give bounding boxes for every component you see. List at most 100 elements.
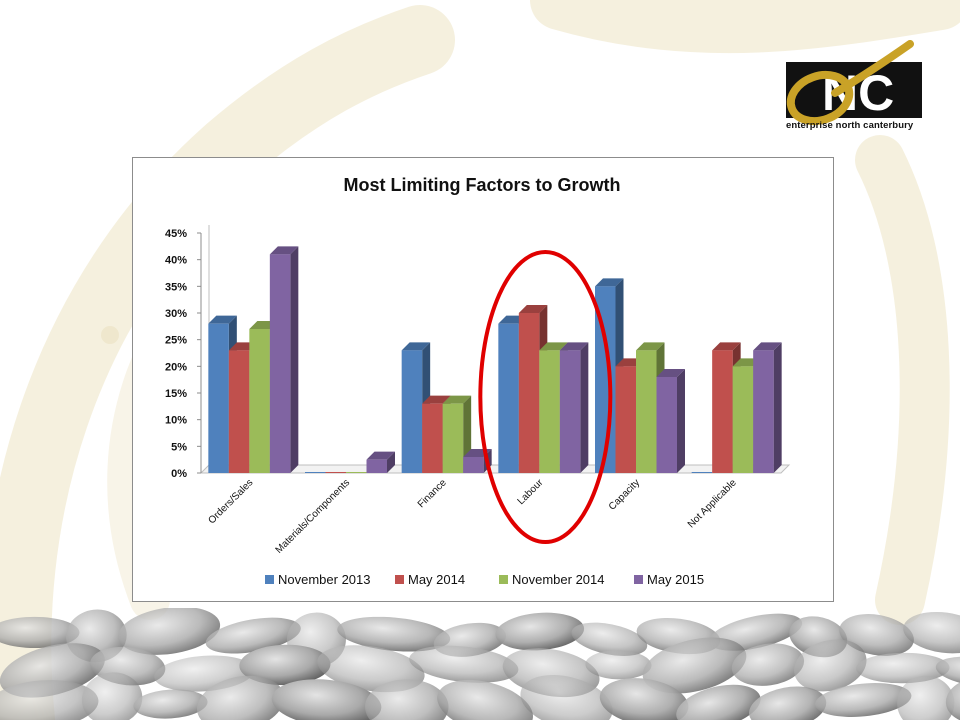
- pebble: [271, 679, 382, 720]
- bar-top: [442, 395, 472, 404]
- bar-top: [559, 342, 589, 351]
- bar-top: [712, 342, 741, 351]
- bar-front: [346, 472, 367, 473]
- pebble: [437, 679, 533, 720]
- legend-swatch: [395, 575, 404, 584]
- pebble: [365, 679, 449, 720]
- chart-title: Most Limiting Factors to Growth: [344, 175, 621, 195]
- pebble: [0, 680, 99, 720]
- legend-swatch: [265, 575, 274, 584]
- pebble: [642, 637, 747, 694]
- pebble: [935, 656, 960, 687]
- bar-front: [422, 403, 443, 473]
- legend-label: May 2014: [408, 572, 465, 587]
- pebble: [585, 650, 652, 680]
- pebble: [749, 686, 827, 720]
- bar-top: [208, 315, 237, 324]
- bar-top: [366, 451, 395, 460]
- legend-label: May 2015: [647, 572, 704, 587]
- pebble: [856, 652, 950, 684]
- bar-front: [208, 323, 229, 473]
- bar-front: [366, 459, 387, 473]
- y-tick-label: 20%: [165, 361, 187, 373]
- y-tick-label: 35%: [165, 281, 187, 293]
- bar-front: [498, 323, 519, 473]
- pebble: [731, 643, 805, 686]
- y-tick-label: 45%: [165, 228, 187, 240]
- x-tick-label: Labour: [516, 477, 546, 507]
- bar-chart: Most Limiting Factors to Growth 0% 5% 10% 1…: [165, 175, 791, 587]
- pebble: [571, 622, 648, 656]
- enc-logo: NC: [780, 38, 930, 138]
- y-tick-label: 10%: [165, 415, 187, 427]
- logo-box: [786, 62, 922, 118]
- bar-side: [387, 451, 395, 473]
- pebble-border: [0, 608, 960, 720]
- bar: [656, 369, 685, 473]
- x-tick-label: Orders/Sales: [206, 477, 255, 526]
- bar-top: [518, 305, 548, 313]
- bar: [366, 451, 395, 473]
- bar-top: [269, 246, 299, 255]
- x-tick-label: Finance: [416, 477, 449, 510]
- bar-front: [691, 472, 713, 473]
- bar-top: [753, 342, 782, 351]
- legend-item: May 2015: [634, 572, 704, 587]
- bar-front: [753, 350, 774, 473]
- bar-front: [401, 350, 423, 473]
- y-tick-label: 15%: [165, 388, 187, 400]
- pebble: [239, 644, 331, 686]
- pebble: [903, 611, 960, 654]
- pebble: [81, 672, 143, 720]
- bar-top: [595, 278, 624, 287]
- pebble: [118, 608, 221, 655]
- bar-top: [656, 369, 685, 377]
- bar-side: [773, 342, 782, 473]
- pebble: [0, 616, 80, 649]
- pebble: [897, 675, 955, 720]
- bar: [269, 246, 299, 473]
- bar-top: [539, 342, 568, 351]
- bar: [346, 472, 367, 473]
- legend-item: May 2014: [395, 572, 465, 587]
- pebble: [676, 684, 761, 720]
- bar-top: [422, 395, 451, 404]
- bar: [691, 472, 713, 473]
- legend-item: November 2014: [499, 572, 605, 587]
- bar-front: [442, 403, 464, 473]
- bar-side: [580, 342, 589, 473]
- bar: [305, 472, 326, 473]
- bar-top: [636, 342, 665, 351]
- logo-stroke-icon: [831, 40, 914, 97]
- bar-front: [615, 366, 636, 473]
- pebble: [495, 612, 585, 651]
- bar-front: [559, 350, 581, 473]
- bar-front: [656, 377, 677, 473]
- bar-side: [677, 369, 685, 473]
- bar: [442, 395, 472, 473]
- bar-front: [228, 350, 250, 473]
- bar: [753, 342, 782, 473]
- pebble: [409, 645, 519, 683]
- bar-top: [401, 342, 431, 351]
- pebble: [196, 675, 285, 720]
- logo-caption: enterprise north canterbury: [786, 120, 914, 131]
- x-tick-label: Materials/Components: [274, 477, 353, 556]
- y-tick-label: 5%: [171, 441, 187, 453]
- bar-front: [636, 350, 657, 473]
- legend-swatch: [634, 575, 643, 584]
- bar-front: [249, 329, 270, 473]
- bar-front: [712, 350, 733, 473]
- legend-swatch: [499, 575, 508, 584]
- y-tick-label: 25%: [165, 335, 187, 347]
- pebble: [794, 639, 867, 692]
- legend-label: November 2014: [512, 572, 605, 587]
- y-tick-label: 40%: [165, 255, 187, 267]
- bar-front: [539, 350, 560, 473]
- pebble: [815, 683, 912, 717]
- x-tick-label: Not Applicable: [686, 477, 739, 530]
- legend-item: November 2013: [265, 572, 371, 587]
- bar-front: [305, 472, 326, 473]
- legend-label: November 2013: [278, 572, 371, 587]
- y-tick-label: 0%: [171, 468, 187, 480]
